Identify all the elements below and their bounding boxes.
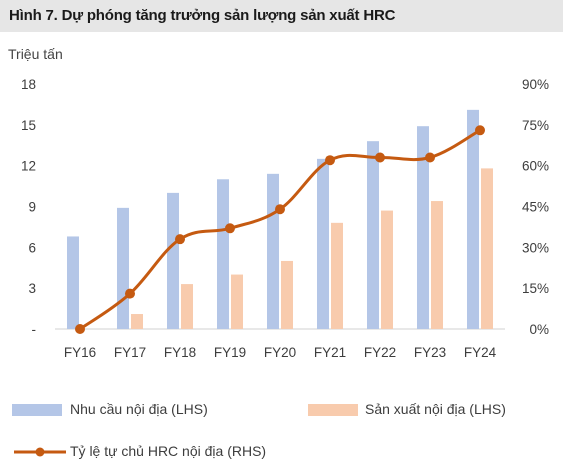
- right-axis-tick-label: 60%: [522, 159, 549, 174]
- legend-swatch-ratio: [14, 447, 66, 457]
- bar-demand-fy23: [417, 126, 429, 329]
- ratio-point-fy24: [475, 125, 485, 136]
- ratio-point-fy18: [175, 234, 185, 245]
- x-axis-tick-label: FY23: [414, 345, 446, 360]
- ratio-point-fy19: [225, 223, 235, 234]
- legend-label-demand: Nhu cầu nội địa (LHS): [70, 401, 208, 417]
- ratio-point-fy23: [425, 152, 435, 163]
- legend-swatch-production: [308, 404, 358, 416]
- x-axis-tick-label: FY19: [214, 345, 246, 360]
- left-axis-tick-label: 15: [21, 118, 36, 133]
- bar-demand-fy16: [67, 236, 79, 329]
- bar-production-fy24: [481, 168, 493, 329]
- right-axis-tick-label: 45%: [522, 200, 549, 215]
- left-axis-tick-label: 18: [21, 77, 36, 92]
- bar-production-fy21: [331, 222, 343, 329]
- x-axis-tick-label: FY21: [314, 345, 346, 360]
- bar-production-fy22: [381, 210, 393, 329]
- x-axis-tick-label: FY17: [114, 345, 146, 360]
- left-axis-tick-label: 9: [28, 200, 36, 215]
- right-axis-tick-label: 90%: [522, 77, 549, 92]
- x-axis-tick-label: FY20: [264, 345, 296, 360]
- x-axis-tick-label: FY16: [64, 345, 96, 360]
- title-bar: Hình 7. Dự phóng tăng trưởng sản lượng s…: [0, 0, 563, 32]
- bar-demand-fy22: [367, 141, 379, 329]
- left-axis-tick-label: -: [32, 322, 37, 337]
- x-axis-tick-label: FY22: [364, 345, 396, 360]
- right-axis-tick-label: 15%: [522, 281, 549, 296]
- bar-production-fy18: [181, 284, 193, 329]
- bar-demand-fy24: [467, 109, 479, 329]
- right-axis-tick-label: 75%: [522, 118, 549, 133]
- chart-title: Hình 7. Dự phóng tăng trưởng sản lượng s…: [9, 7, 396, 24]
- ratio-point-fy21: [325, 155, 335, 166]
- legend-label-ratio: Tỷ lệ tự chủ HRC nội địa (RHS): [70, 443, 267, 459]
- bar-production-fy20: [281, 260, 293, 329]
- bar-demand-fy19: [217, 179, 229, 329]
- x-axis-tick-label: FY18: [164, 345, 196, 360]
- right-axis-tick-label: 0%: [529, 322, 549, 337]
- bar-production-fy23: [431, 201, 443, 329]
- ratio-point-fy20: [275, 204, 285, 215]
- left-axis-tick-label: 12: [21, 159, 36, 174]
- ratio-point-fy16: [75, 324, 85, 334]
- x-axis-tick-label: FY24: [464, 345, 497, 360]
- right-axis-tick-label: 30%: [522, 240, 549, 255]
- left-axis-tick-label: 6: [28, 240, 36, 255]
- legend-swatch-demand: [12, 404, 62, 416]
- left-axis-unit-label: Triệu tấn: [8, 46, 63, 62]
- bar-production-fy17: [131, 314, 143, 329]
- bar-demand-fy18: [167, 192, 179, 329]
- bar-demand-fy21: [317, 158, 329, 329]
- bar-production-fy19: [231, 274, 243, 329]
- legend-label-production: Sản xuất nội địa (LHS): [365, 401, 506, 417]
- ratio-point-fy22: [375, 152, 385, 163]
- bar-demand-fy20: [267, 173, 279, 329]
- bar-demand-fy17: [117, 207, 129, 329]
- left-axis-tick-label: 3: [28, 281, 36, 296]
- ratio-point-fy17: [125, 288, 135, 299]
